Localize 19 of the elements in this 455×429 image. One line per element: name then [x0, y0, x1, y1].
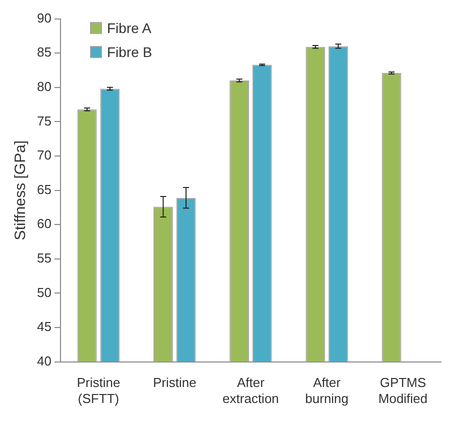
- x-tick-label: GPTMS Modified: [378, 375, 428, 406]
- y-tick-label: 75: [36, 113, 52, 128]
- x-tick-label: After burning: [305, 375, 349, 406]
- y-tick-label: 40: [36, 353, 52, 368]
- y-tick-label: 55: [36, 250, 52, 266]
- x-tick-label: Pristine (SFTT): [76, 375, 120, 406]
- legend-label: Fibre B: [107, 44, 152, 60]
- y-tick-label: 80: [36, 78, 52, 94]
- y-tick-label: 45: [36, 319, 52, 334]
- y-tick-label: 60: [36, 216, 52, 232]
- y-axis-title: Stiffness [GPa]: [12, 140, 30, 240]
- y-tick-label: 90: [36, 10, 52, 26]
- y-tick-label: 70: [36, 148, 52, 163]
- legend-label: Fibre A: [107, 20, 152, 36]
- y-tick-label: 65: [36, 182, 52, 197]
- y-tick-label: 50: [36, 284, 52, 300]
- x-tick-label: After extraction: [222, 375, 279, 406]
- x-tick-label: Pristine: [152, 375, 196, 390]
- y-tick-label: 85: [36, 44, 52, 60]
